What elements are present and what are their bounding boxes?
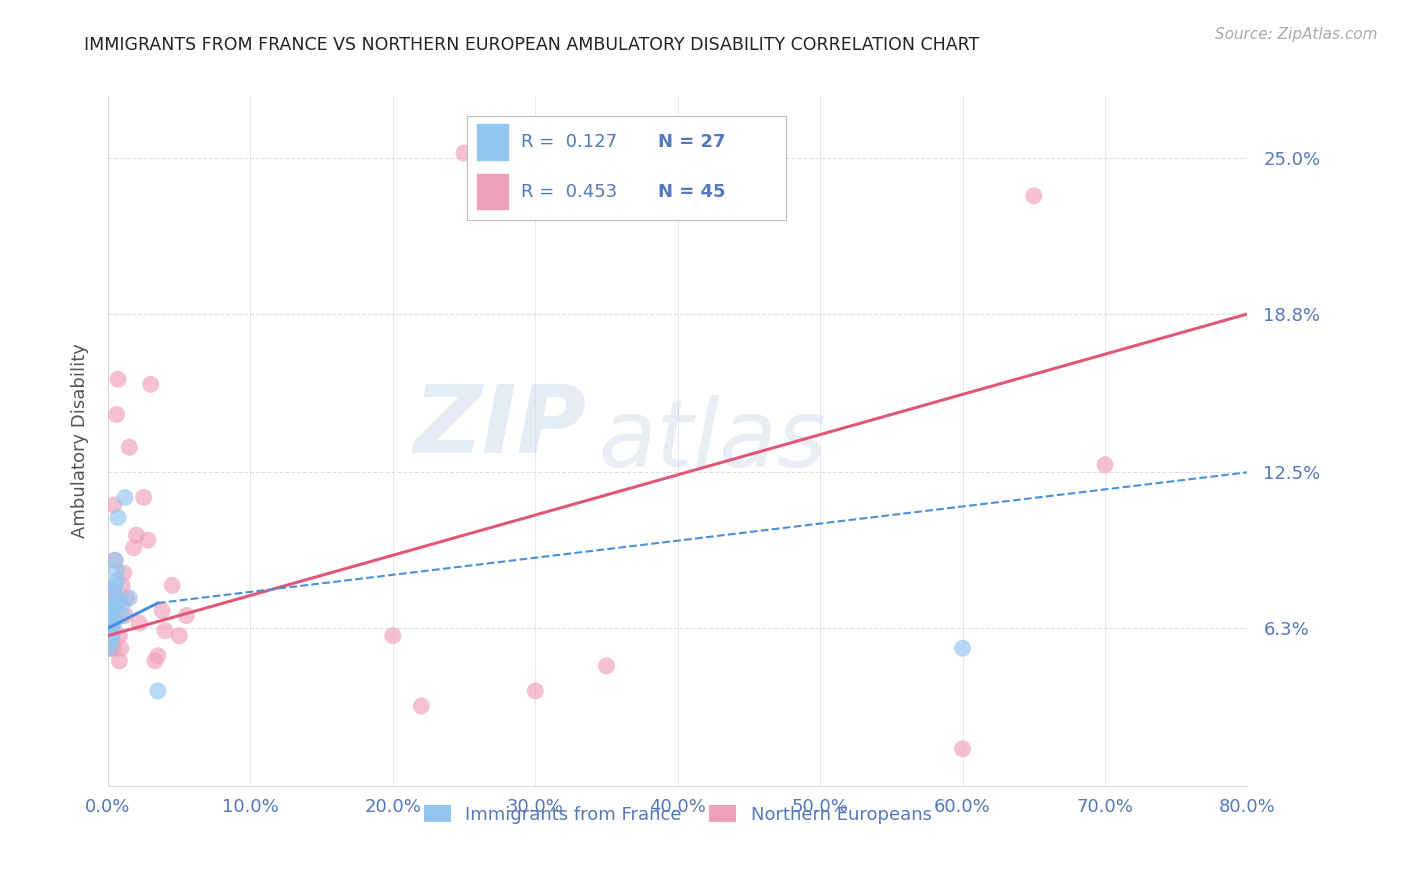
Text: ZIP: ZIP — [413, 381, 586, 473]
Point — [111, 578, 134, 592]
Point — [105, 408, 128, 422]
Point — [98, 608, 121, 623]
Point — [114, 608, 136, 623]
Point — [98, 629, 121, 643]
Point — [101, 633, 124, 648]
Point — [136, 533, 159, 548]
Point — [103, 616, 125, 631]
Point — [103, 498, 125, 512]
Text: IMMIGRANTS FROM FRANCE VS NORTHERN EUROPEAN AMBULATORY DISABILITY CORRELATION CH: IMMIGRANTS FROM FRANCE VS NORTHERN EUROP… — [84, 36, 980, 54]
Point — [100, 608, 122, 623]
Point — [595, 658, 617, 673]
Point — [100, 603, 122, 617]
Point — [132, 491, 155, 505]
Point — [122, 541, 145, 555]
Point — [98, 616, 121, 631]
Point — [103, 641, 125, 656]
Point — [100, 616, 122, 631]
Point — [108, 629, 131, 643]
Point — [105, 563, 128, 577]
Point — [100, 599, 122, 613]
Point — [167, 629, 190, 643]
Point — [952, 641, 974, 656]
Point — [176, 608, 198, 623]
Y-axis label: Ambulatory Disability: Ambulatory Disability — [72, 343, 89, 538]
Point — [381, 629, 404, 643]
Point — [104, 596, 127, 610]
Point — [108, 654, 131, 668]
Point — [103, 603, 125, 617]
Point — [524, 684, 547, 698]
Point — [114, 491, 136, 505]
Point — [101, 629, 124, 643]
Point — [103, 583, 125, 598]
Point — [146, 684, 169, 698]
Point — [101, 608, 124, 623]
Point — [150, 603, 173, 617]
Point — [118, 440, 141, 454]
Point — [110, 641, 132, 656]
Point — [98, 641, 121, 656]
Point — [111, 599, 134, 613]
Point — [103, 591, 125, 605]
Point — [104, 578, 127, 592]
Point — [146, 648, 169, 663]
Point — [128, 616, 150, 631]
Point — [104, 553, 127, 567]
Point — [112, 566, 135, 580]
Point — [104, 608, 127, 623]
Point — [100, 621, 122, 635]
Point — [101, 583, 124, 598]
Point — [107, 510, 129, 524]
Point — [118, 591, 141, 605]
Point — [105, 574, 128, 588]
Point — [101, 616, 124, 631]
Point — [107, 372, 129, 386]
Point — [1094, 458, 1116, 472]
Point — [105, 599, 128, 613]
Point — [101, 621, 124, 635]
Point — [453, 146, 475, 161]
Legend: Immigrants from France, Northern Europeans: Immigrants from France, Northern Europea… — [415, 797, 941, 833]
Point — [143, 654, 166, 668]
Point — [411, 699, 433, 714]
Point — [153, 624, 176, 638]
Point — [125, 528, 148, 542]
Point — [100, 641, 122, 656]
Point — [98, 629, 121, 643]
Point — [139, 377, 162, 392]
Point — [110, 608, 132, 623]
Point — [104, 553, 127, 567]
Point — [100, 633, 122, 648]
Text: atlas: atlas — [598, 395, 827, 486]
Point — [160, 578, 183, 592]
Point — [101, 599, 124, 613]
Point — [1022, 189, 1045, 203]
Text: Source: ZipAtlas.com: Source: ZipAtlas.com — [1215, 27, 1378, 42]
Point — [115, 591, 138, 605]
Point — [108, 593, 131, 607]
Point — [952, 741, 974, 756]
